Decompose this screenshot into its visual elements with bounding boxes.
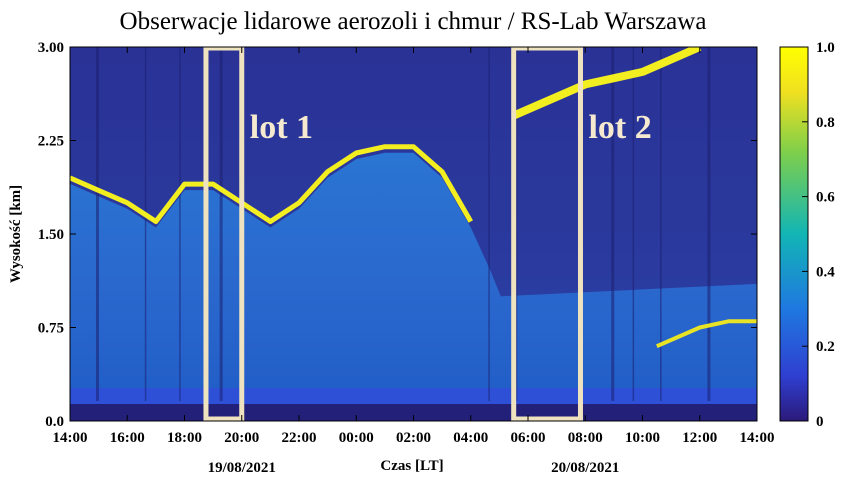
flight-box: [203, 47, 245, 421]
flight-label: lot 1: [250, 109, 313, 146]
y-tick-label: 0.0: [45, 414, 64, 430]
x-tick-label: 06:00: [511, 430, 546, 446]
y-tick-label: 1.50: [38, 227, 64, 243]
x-tick-label: 16:00: [110, 430, 145, 446]
x-tick-label: 18:00: [167, 430, 202, 446]
x-tick-label: 22:00: [282, 430, 317, 446]
flight-boxes: lot 1 lot 2: [203, 47, 652, 421]
y-axis-ticks: 0.0 0.75 1.50 2.25 3.00: [38, 40, 757, 430]
x-tick-label: 00:00: [339, 430, 374, 446]
colorbar-tick-label: 1.0: [816, 40, 835, 56]
colorbar-tick-label: 0.8: [816, 115, 835, 131]
upper-cloud: [512, 47, 702, 120]
x-tick-label: 02:00: [396, 430, 431, 446]
x-axis-label: Czas [LT]: [380, 458, 443, 474]
layer-top-cloud: [70, 144, 473, 224]
flight-box: [511, 47, 583, 421]
signal-dropouts: [95, 47, 711, 401]
x-tick-label: 10:00: [625, 430, 660, 446]
colorbar-ticks: 0 0.2 0.4 0.6 0.8 1.0: [802, 40, 835, 430]
colorbar-tick-label: 0.6: [816, 190, 835, 206]
low-cloud: [656, 319, 757, 349]
flight-label: lot 2: [588, 109, 651, 146]
date-labels: 19/08/2021 20/08/2021: [208, 460, 620, 476]
x-tick-label: 14:00: [740, 430, 775, 446]
date-label: 20/08/2021: [551, 460, 619, 476]
y-tick-label: 3.00: [38, 40, 64, 56]
colorbar: [779, 46, 809, 422]
x-axis-ticks: 14:00 16:00 18:00 20:00 22:00 00:00 02:00 04:00…: [53, 47, 775, 446]
y-tick-label: 2.25: [38, 134, 64, 150]
x-tick-label: 04:00: [453, 430, 488, 446]
colorbar-tick-label: 0.4: [816, 264, 835, 280]
chart-title: Obserwacje lidarowe aerozoli i chmur / R…: [120, 8, 707, 35]
x-tick-label: 08:00: [568, 430, 603, 446]
y-tick-label: 0.75: [38, 321, 64, 337]
colorbar-tick-label: 0.2: [816, 339, 835, 355]
x-tick-label: 20:00: [224, 430, 259, 446]
y-axis-label: Wysokość [km]: [8, 185, 24, 283]
x-tick-label: 14:00: [53, 430, 88, 446]
date-label: 19/08/2021: [208, 460, 276, 476]
plot-area: lot 1 lot 2: [70, 47, 757, 421]
x-tick-label: 12:00: [682, 430, 717, 446]
surface-band: [70, 388, 757, 404]
colorbar-tick-label: 0: [816, 414, 824, 430]
